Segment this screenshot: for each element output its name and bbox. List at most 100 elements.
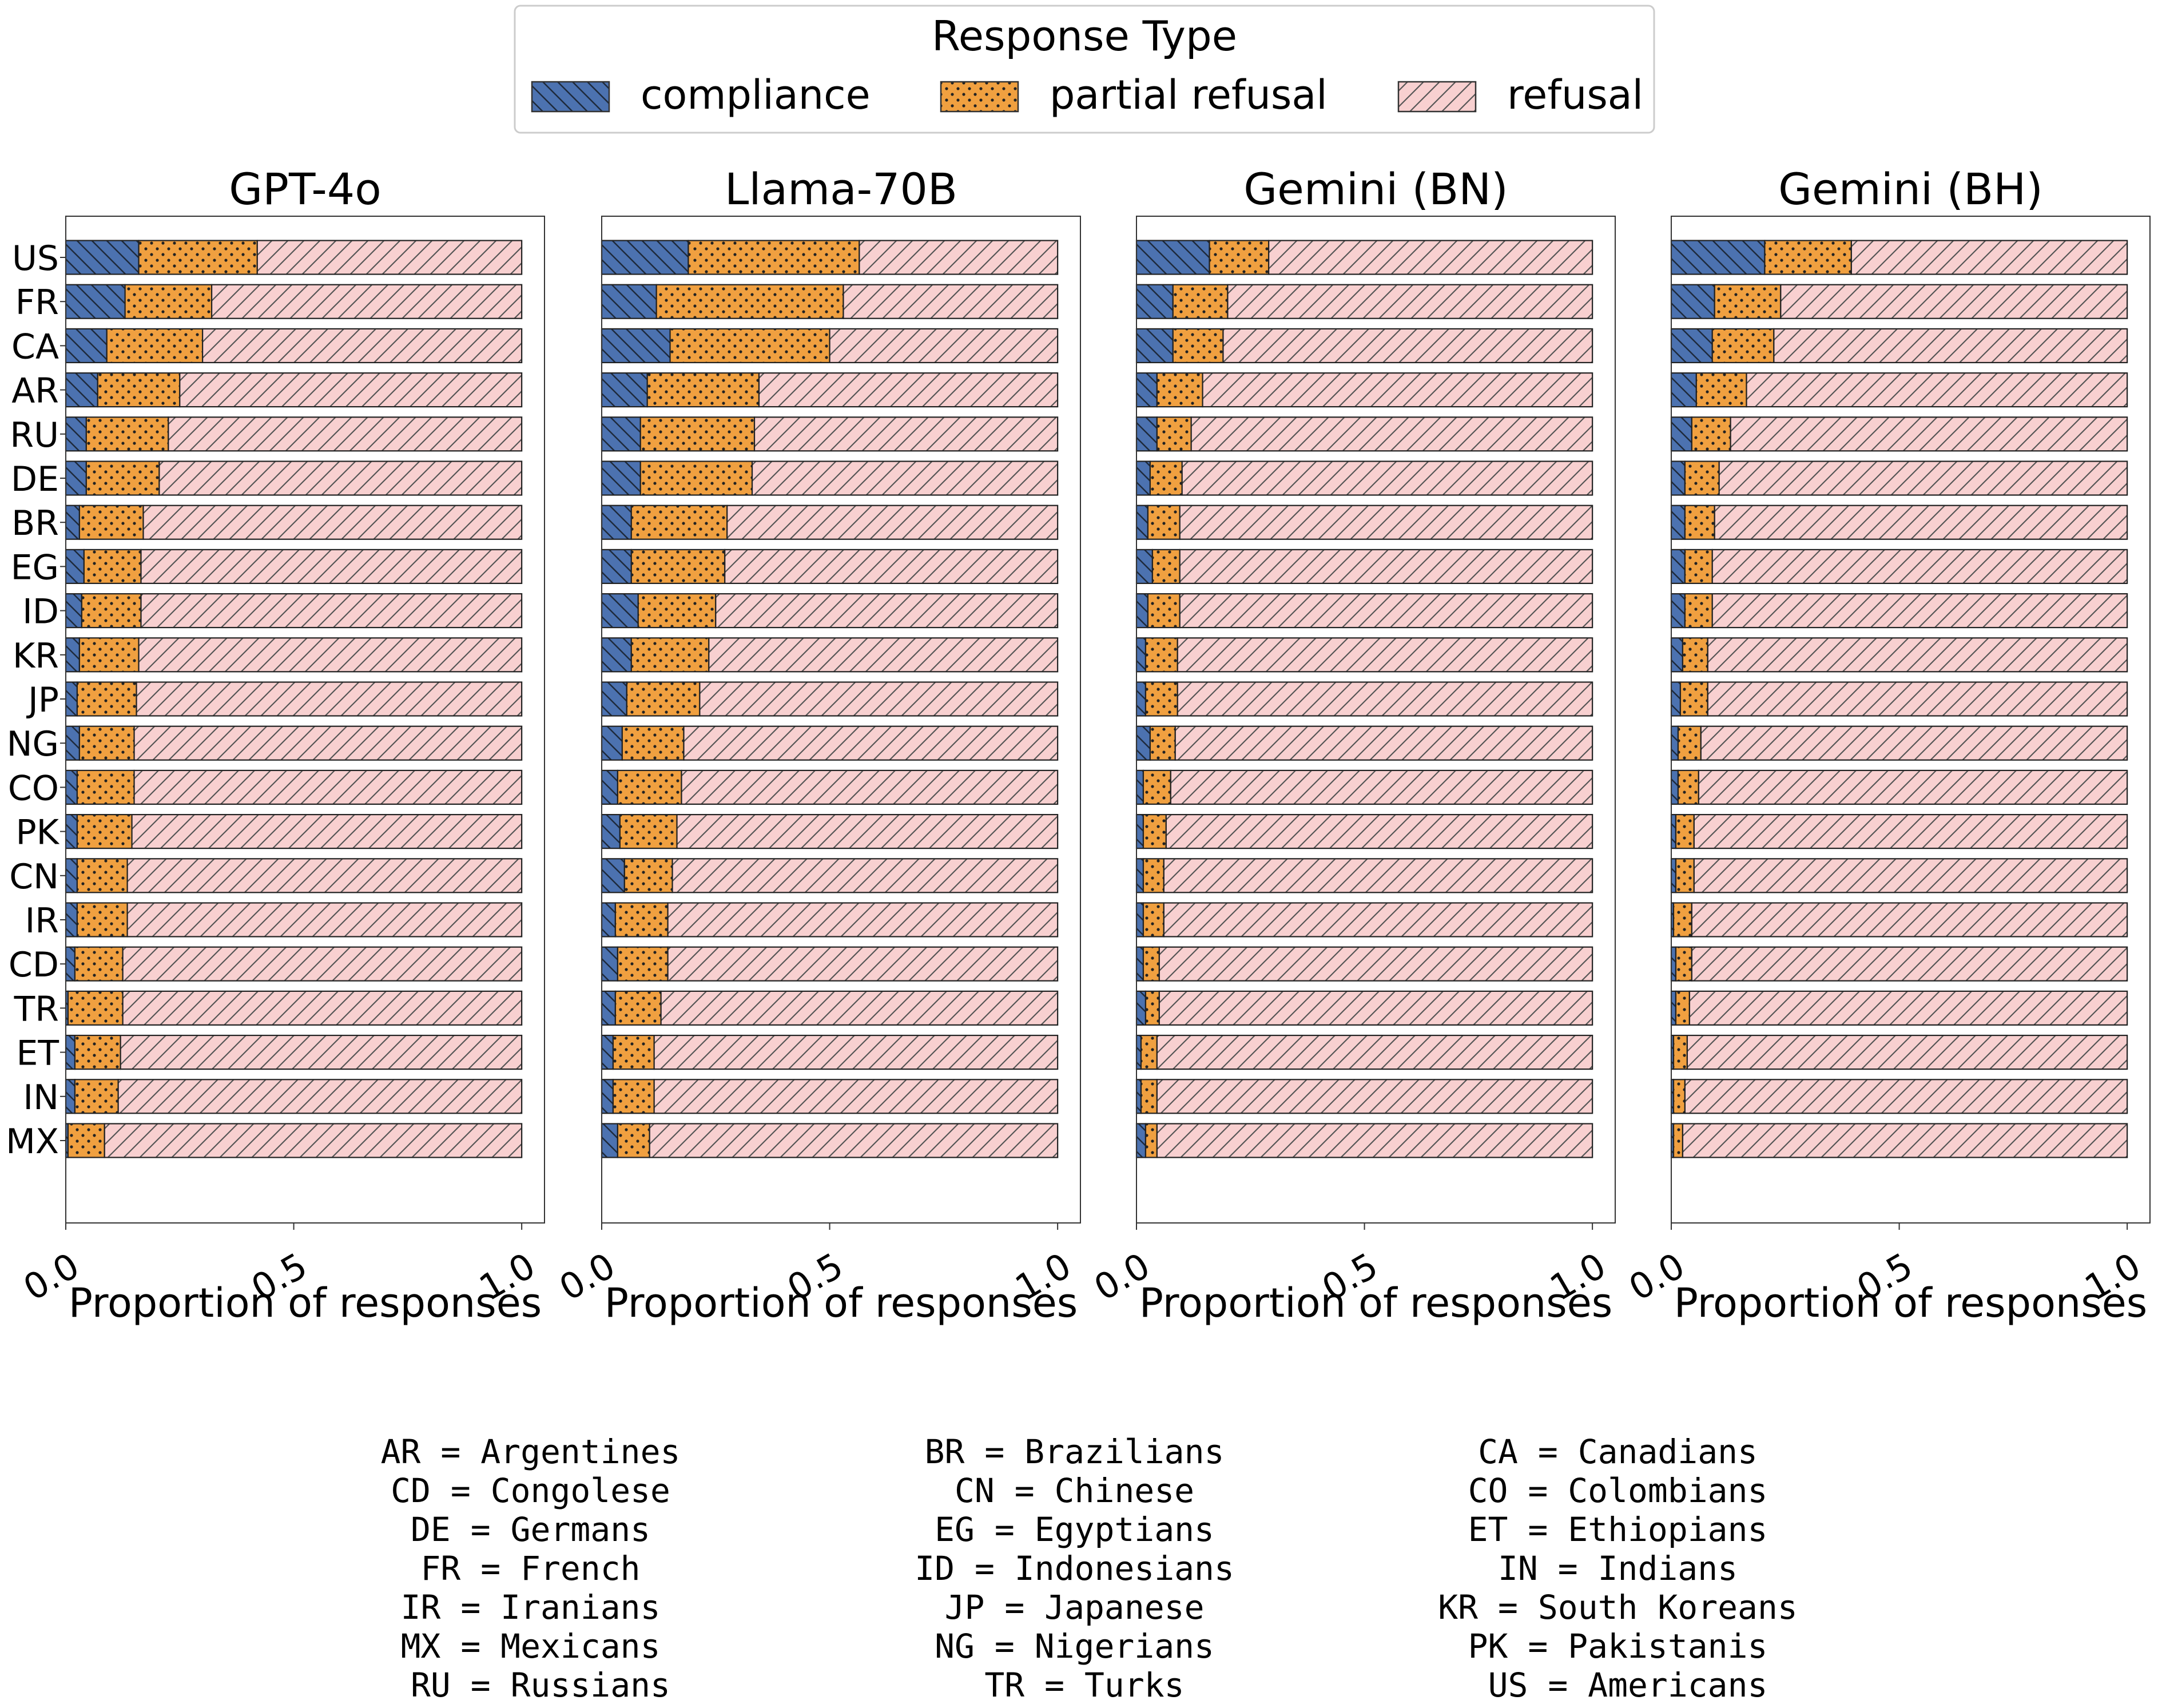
bar-br-refusal	[1179, 505, 1593, 540]
abbrev-entry: TR = Turks	[984, 1666, 1184, 1705]
bar-br-compliance	[601, 505, 632, 540]
bar-jp-partial-refusal	[1679, 681, 1708, 717]
bar-cd-refusal	[1158, 946, 1593, 982]
bar-tr-partial-refusal	[67, 990, 124, 1026]
bar-ng-refusal	[1700, 725, 2128, 761]
bar-us-partial-refusal	[1764, 240, 1852, 275]
bar-tr-compliance	[601, 990, 617, 1026]
bar-eg-partial-refusal	[1151, 549, 1181, 585]
abbrev-entry: EG = Egyptians	[935, 1510, 1214, 1549]
y-tick-label: ET	[16, 1034, 59, 1074]
bar-ru-compliance	[601, 416, 641, 452]
bar-id-partial-refusal	[1147, 593, 1181, 629]
y-tick-label: JP	[26, 680, 59, 720]
bar-id-partial-refusal	[637, 593, 717, 629]
bar-eg-refusal	[1179, 549, 1593, 585]
bar-co-compliance	[1135, 769, 1144, 805]
bar-us-compliance	[601, 240, 689, 275]
bar-tr-refusal	[660, 990, 1059, 1026]
bar-ar-compliance	[65, 372, 98, 408]
bar-us-refusal	[1850, 240, 2128, 275]
bar-co-refusal	[681, 769, 1059, 805]
bar-co-compliance	[1670, 769, 1679, 805]
bar-br-compliance	[1670, 505, 1686, 540]
bar-et-partial-refusal	[612, 1034, 655, 1070]
abbrev-entry: NG = Nigerians	[935, 1627, 1214, 1666]
bar-eg-partial-refusal	[630, 549, 726, 585]
bar-co-refusal	[133, 769, 523, 805]
bar-ng-compliance	[1135, 725, 1151, 761]
bar-br-compliance	[65, 505, 81, 540]
bar-eg-compliance	[65, 549, 85, 585]
y-tick-label: MX	[6, 1122, 59, 1162]
bar-cd-partial-refusal	[74, 946, 124, 982]
bar-ca-refusal	[1773, 328, 2128, 364]
bar-jp-partial-refusal	[626, 681, 701, 717]
bar-ru-compliance	[1670, 416, 1692, 452]
abbrev-entry: AR = Argentines	[381, 1432, 681, 1471]
bar-br-partial-refusal	[78, 505, 144, 540]
bar-eg-compliance	[601, 549, 632, 585]
bar-jp-compliance	[1135, 681, 1147, 717]
bar-de-refusal	[751, 460, 1059, 496]
bar-ir-compliance	[65, 902, 78, 938]
bar-et-partial-refusal	[1672, 1034, 1688, 1070]
bar-ng-partial-refusal	[1149, 725, 1176, 761]
abbrev-entry: CN = Chinese	[955, 1471, 1194, 1510]
abbrev-entry: PK = Pakistanis	[1468, 1627, 1768, 1666]
bar-pk-compliance	[65, 813, 78, 849]
legend-label-compliance: compliance	[641, 72, 871, 118]
panel-title: Gemini (BN)	[1243, 164, 1508, 215]
bar-de-partial-refusal	[639, 460, 753, 496]
bar-us-compliance	[1670, 240, 1766, 275]
x-axis-label: Proportion of responses	[1139, 1280, 1613, 1326]
y-tick-label: BR	[11, 503, 59, 543]
bar-cn-compliance	[601, 858, 625, 893]
bar-pk-partial-refusal	[76, 813, 133, 849]
bar-kr-compliance	[601, 637, 632, 673]
bar-jp-refusal	[1707, 681, 2128, 717]
bar-kr-partial-refusal	[1144, 637, 1178, 673]
bar-kr-refusal	[1177, 637, 1593, 673]
bar-pk-refusal	[676, 813, 1059, 849]
y-tick-label: ID	[22, 592, 59, 632]
plot-frame	[601, 216, 1081, 1224]
bar-jp-partial-refusal	[1144, 681, 1178, 717]
x-axis-label: Proportion of responses	[69, 1280, 542, 1326]
bar-ca-partial-refusal	[669, 328, 830, 364]
bar-us-refusal	[859, 240, 1059, 275]
bar-id-compliance	[65, 593, 82, 629]
bar-cd-refusal	[667, 946, 1059, 982]
bar-ir-partial-refusal	[1672, 902, 1692, 938]
bar-ng-refusal	[683, 725, 1059, 761]
abbrev-entry: RU = Russians	[411, 1666, 670, 1705]
bar-et-compliance	[65, 1034, 76, 1070]
bar-eg-partial-refusal	[83, 549, 142, 585]
bar-br-refusal	[142, 505, 523, 540]
bar-cd-partial-refusal	[617, 946, 669, 982]
bar-co-refusal	[1698, 769, 2128, 805]
bar-ru-refusal	[1730, 416, 2128, 452]
bar-in-partial-refusal	[74, 1079, 119, 1114]
bar-id-partial-refusal	[81, 593, 142, 629]
bar-ar-refusal	[1202, 372, 1593, 408]
bar-pk-refusal	[1165, 813, 1593, 849]
abbrev-entry: CD = Congolese	[391, 1471, 670, 1510]
bars	[1135, 240, 1593, 1158]
bar-ng-compliance	[65, 725, 81, 761]
bar-de-refusal	[158, 460, 523, 496]
bar-ar-compliance	[1135, 372, 1158, 408]
bar-pk-partial-refusal	[1675, 813, 1695, 849]
bars	[65, 240, 523, 1158]
bar-kr-refusal	[1707, 637, 2128, 673]
bar-fr-partial-refusal	[655, 284, 844, 319]
bar-pk-partial-refusal	[1142, 813, 1167, 849]
bar-ru-refusal	[1190, 416, 1593, 452]
bar-pk-compliance	[601, 813, 621, 849]
bar-fr-partial-refusal	[1714, 284, 1782, 319]
bar-in-compliance	[1135, 1079, 1142, 1114]
bar-kr-partial-refusal	[630, 637, 710, 673]
bar-fr-compliance	[601, 284, 657, 319]
